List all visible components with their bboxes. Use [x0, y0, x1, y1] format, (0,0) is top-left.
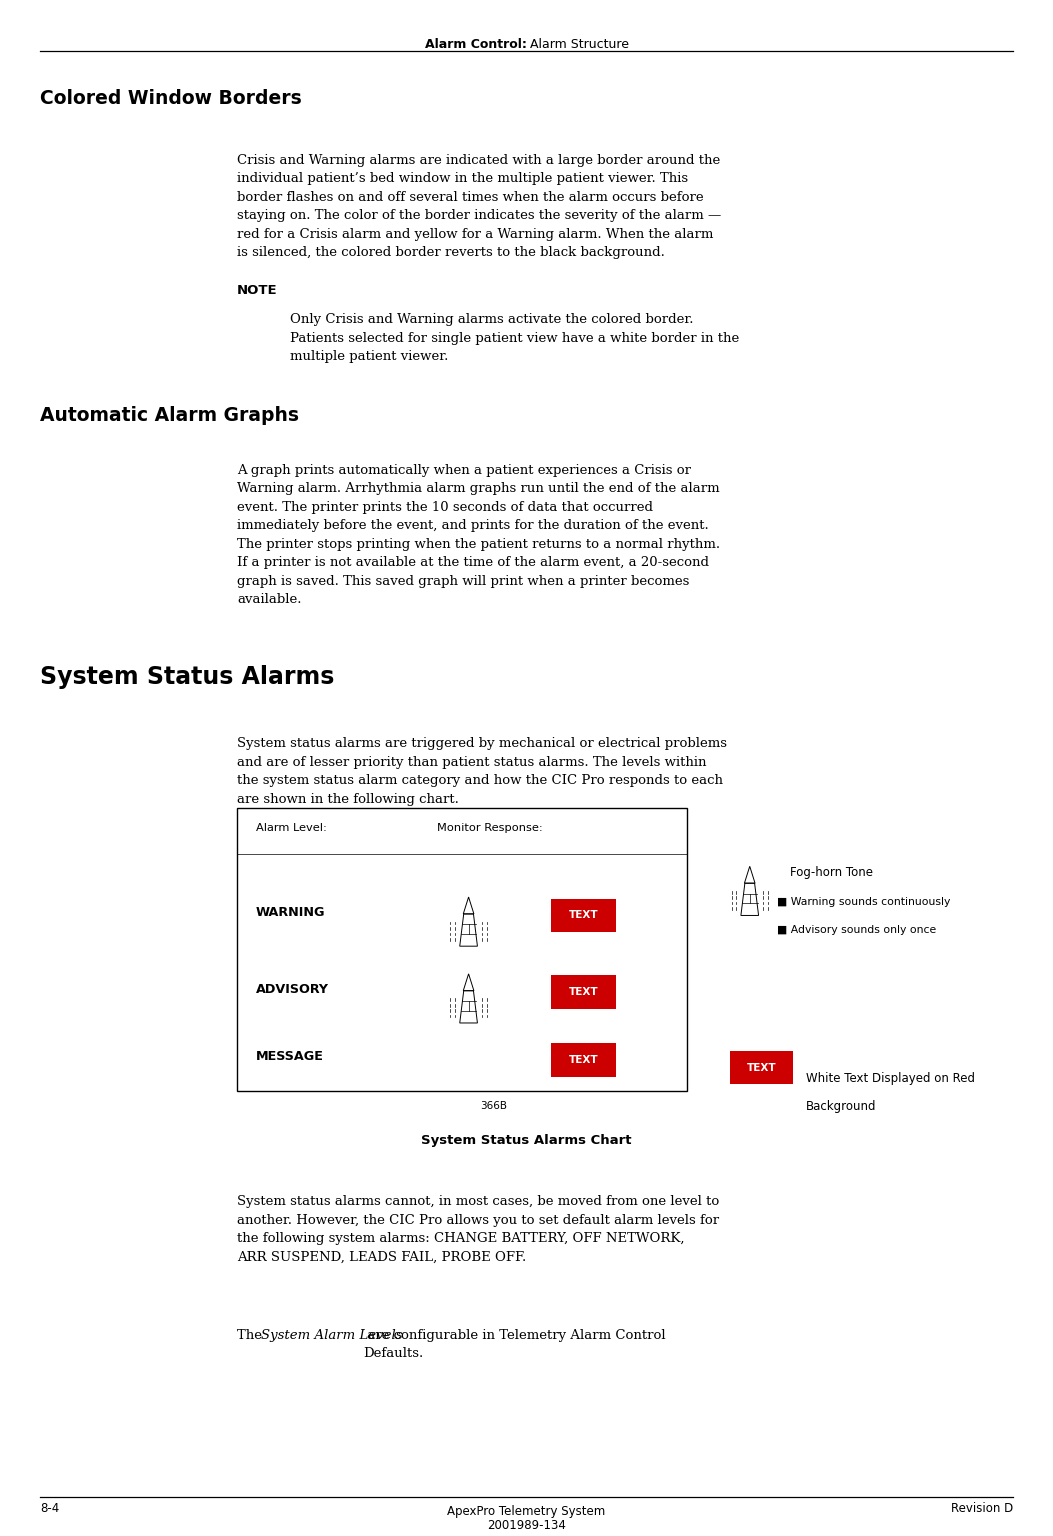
Text: Automatic Alarm Graphs: Automatic Alarm Graphs — [40, 406, 299, 424]
Text: TEXT: TEXT — [569, 1055, 598, 1064]
FancyBboxPatch shape — [551, 975, 616, 1009]
Text: System Alarm Levels: System Alarm Levels — [261, 1329, 402, 1341]
Text: ■ Warning sounds continuously: ■ Warning sounds continuously — [777, 897, 951, 908]
Text: System Status Alarms: System Status Alarms — [40, 665, 335, 690]
Text: ApexPro Telemetry System: ApexPro Telemetry System — [448, 1505, 605, 1518]
Text: Background: Background — [806, 1100, 876, 1112]
Text: Alarm Level:: Alarm Level: — [256, 823, 326, 834]
Text: A graph prints automatically when a patient experiences a Crisis or
Warning alar: A graph prints automatically when a pati… — [237, 464, 720, 607]
FancyBboxPatch shape — [730, 1051, 793, 1084]
Text: Monitor Response:: Monitor Response: — [437, 823, 542, 834]
Text: Revision D: Revision D — [951, 1502, 1013, 1514]
Text: are configurable in Telemetry Alarm Control
Defaults.: are configurable in Telemetry Alarm Cont… — [363, 1329, 665, 1361]
Text: 2001989-134: 2001989-134 — [488, 1519, 565, 1531]
Text: The: The — [237, 1329, 266, 1341]
Text: MESSAGE: MESSAGE — [256, 1051, 323, 1063]
Text: White Text Displayed on Red: White Text Displayed on Red — [806, 1072, 974, 1084]
Text: System Status Alarms Chart: System Status Alarms Chart — [421, 1134, 632, 1146]
Text: TEXT: TEXT — [747, 1063, 776, 1072]
Text: ■ Advisory sounds only once: ■ Advisory sounds only once — [777, 925, 936, 935]
Text: ADVISORY: ADVISORY — [256, 983, 329, 995]
Text: WARNING: WARNING — [256, 906, 325, 919]
FancyBboxPatch shape — [551, 1043, 616, 1077]
Text: Alarm Structure: Alarm Structure — [526, 38, 630, 51]
Text: Colored Window Borders: Colored Window Borders — [40, 89, 302, 108]
Text: System status alarms are triggered by mechanical or electrical problems
and are : System status alarms are triggered by me… — [237, 737, 727, 806]
Text: 8-4: 8-4 — [40, 1502, 59, 1514]
Text: Fog-horn Tone: Fog-horn Tone — [790, 866, 873, 879]
Text: Crisis and Warning alarms are indicated with a large border around the
individua: Crisis and Warning alarms are indicated … — [237, 154, 721, 260]
Text: NOTE: NOTE — [237, 284, 278, 296]
Text: TEXT: TEXT — [569, 911, 598, 920]
Text: 366B: 366B — [480, 1101, 506, 1112]
Text: Alarm Control:: Alarm Control: — [424, 38, 526, 51]
Text: System status alarms cannot, in most cases, be moved from one level to
another. : System status alarms cannot, in most cas… — [237, 1195, 719, 1264]
Text: TEXT: TEXT — [569, 988, 598, 997]
Text: Only Crisis and Warning alarms activate the colored border.
Patients selected fo: Only Crisis and Warning alarms activate … — [290, 313, 739, 364]
FancyBboxPatch shape — [551, 899, 616, 932]
